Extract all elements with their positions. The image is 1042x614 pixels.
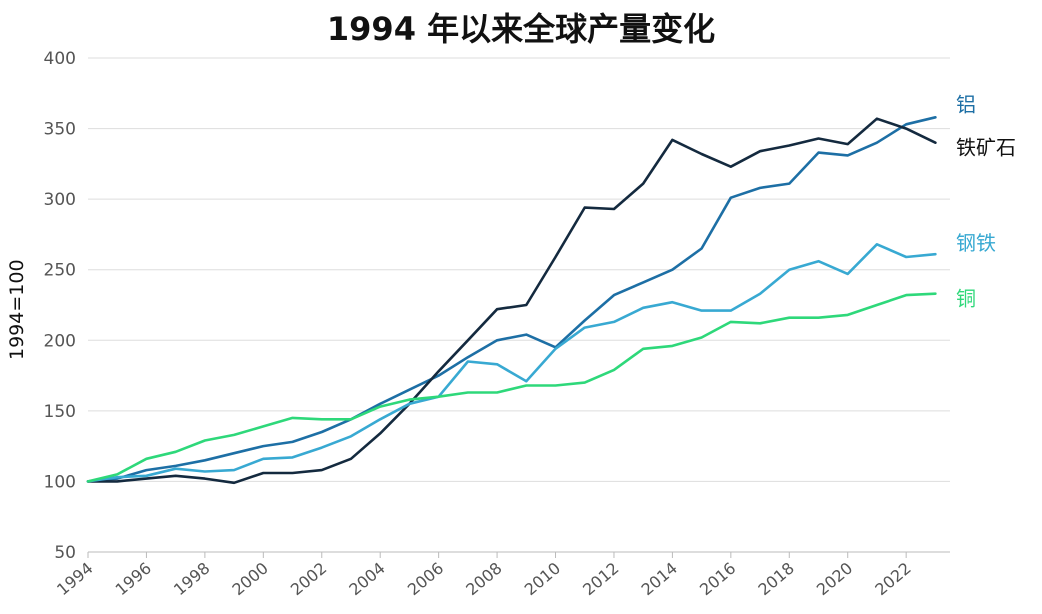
x-tick-label: 2000 — [228, 559, 271, 600]
x-tick-label: 2016 — [696, 559, 739, 600]
x-tick-label: 2008 — [462, 559, 505, 600]
y-tick-label: 200 — [44, 331, 76, 351]
x-tick-label: 2010 — [521, 559, 564, 600]
series-lines — [86, 116, 937, 485]
series-line-2 — [86, 243, 937, 483]
y-tick-label: 50 — [54, 543, 76, 563]
x-tick-label: 2004 — [345, 559, 388, 600]
y-tick-label: 100 — [44, 472, 76, 492]
series-line-1 — [86, 117, 937, 485]
series-label-2: 钢铁 — [956, 231, 996, 255]
series-line-3 — [86, 292, 937, 483]
series-label-1: 铁矿石 — [956, 136, 1016, 160]
y-tick-label: 300 — [44, 190, 76, 210]
x-tick-label: 2014 — [638, 559, 681, 600]
x-tick-label: 2020 — [813, 559, 856, 600]
x-tick-label: 2018 — [754, 559, 797, 600]
series-line-0 — [86, 116, 937, 483]
x-tick-label: 2012 — [579, 559, 622, 600]
y-tick-label: 400 — [44, 49, 76, 69]
x-tick-label: 2006 — [404, 559, 447, 600]
y-tick-label: 150 — [44, 402, 76, 422]
axes: 50 100 150 200 250 300 350 400 1994 1996 1998 2000 2… — [44, 49, 950, 599]
x-tick-label: 1994 — [53, 559, 96, 600]
series-label-0: 铝 — [956, 92, 976, 116]
y-tick-label: 250 — [44, 261, 76, 281]
chart-title: 1994 年以来全球产量变化 — [326, 10, 716, 48]
series-label-3: 铜 — [956, 287, 976, 311]
x-tick-label: 2002 — [287, 559, 330, 600]
x-tick-label: 1996 — [112, 559, 155, 600]
x-tick-label: 2022 — [871, 559, 914, 600]
y-tick-label: 350 — [44, 120, 76, 140]
x-tick-label: 1998 — [170, 559, 213, 600]
